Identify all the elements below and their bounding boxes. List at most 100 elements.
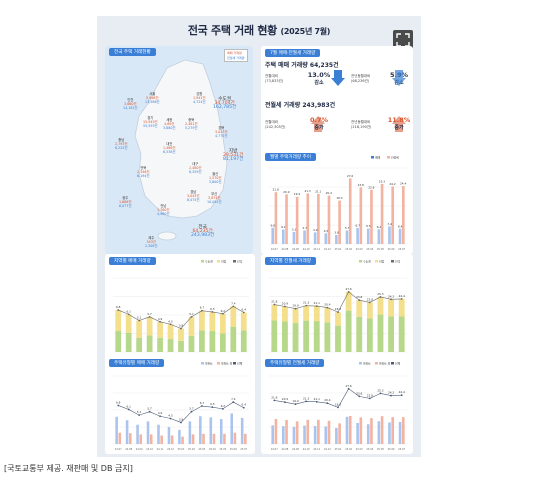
total-label: 3.8: [179, 417, 184, 421]
bar-segment: [199, 330, 205, 352]
total-point: [273, 399, 276, 402]
total-label: 5.7: [147, 312, 152, 316]
region-name: 충북: [188, 118, 195, 122]
region-sale: 1,686건: [119, 200, 132, 204]
tick-label: 25.05: [219, 448, 226, 451]
bar-apt: [230, 413, 234, 444]
region-rent: 243,983건: [191, 233, 215, 238]
region-rent: 3,600건: [209, 180, 222, 184]
bar-segment: [157, 321, 163, 338]
region-rent: 8,225건: [115, 146, 128, 150]
bar-segment: [146, 335, 153, 352]
total-label: 22.8: [367, 393, 373, 397]
chart-region-rent: 지역별 전월세 거래량 수도권지방전국24.0724.0824.0924.102…: [261, 254, 413, 362]
bar-segment: [366, 302, 373, 319]
bar-segment: [271, 320, 278, 352]
legend-label: 전월세: [391, 155, 399, 159]
map-region-13: 광주 1,686건 6,077건: [119, 196, 131, 208]
legend-swatch: [387, 156, 390, 159]
total-label: 21.8: [271, 395, 277, 399]
region-sale: 1,941건: [193, 96, 206, 100]
tick-label: 24.08: [281, 448, 288, 451]
legend-label: 지방: [221, 259, 227, 263]
bar-apt: [292, 426, 296, 444]
expand-button[interactable]: [393, 30, 413, 50]
bar-apt: [178, 429, 181, 444]
bar-nonapt: [160, 435, 163, 444]
tick-label: 25.02: [345, 248, 352, 251]
data-label: 27.6: [347, 174, 353, 178]
summary-panel: 7월 매매·전월세 거래량 주택 매매 거래량 64,235건 전월대비 (73…: [261, 46, 413, 156]
bar-segment: [115, 310, 122, 332]
tick-label: 25.04: [366, 448, 373, 451]
bar-rent: [295, 196, 299, 244]
bar-rent: [327, 195, 331, 244]
region-name: 전남: [160, 204, 167, 208]
summary-heading: 7월 매매·전월세 거래량: [265, 49, 321, 57]
rent-yoy-pct: 11.8%: [387, 116, 411, 124]
total-point: [358, 299, 361, 302]
tick-label: 25.04: [366, 248, 373, 251]
bar-nonapt: [338, 423, 341, 444]
data-label: 6.8: [271, 223, 276, 227]
legend-label: 아파트 외: [379, 361, 391, 365]
bar-nonapt: [348, 416, 352, 444]
total-label: 21.3: [303, 301, 309, 305]
legend-sale: 매매 거래량: [227, 51, 242, 55]
data-label: 6.2: [377, 225, 382, 229]
tick-label: 24.11: [313, 248, 320, 251]
bar-nonapt: [212, 433, 216, 444]
bar-sale: [271, 227, 275, 244]
total-label: 21.1: [314, 397, 320, 401]
total-label: 3.8: [179, 324, 184, 328]
map-region-4: 수도권 34,704건 162,785건: [213, 97, 236, 110]
tick-label: 25.06: [388, 448, 395, 451]
tick-label: 25.05: [377, 448, 384, 451]
region-rent: 10,091건: [207, 200, 222, 204]
bar-apt: [209, 417, 213, 444]
bar-sale: [388, 226, 391, 244]
sale-mom-arrow-icon: [331, 70, 345, 86]
total-point: [390, 298, 392, 301]
bar-apt: [366, 424, 370, 444]
chart-title: 월별 주택거래량 추이: [265, 153, 316, 161]
region-rent: 4,960건: [157, 212, 170, 216]
region-rent: 13,586건: [145, 100, 160, 104]
legend-swatch: [233, 362, 236, 365]
region-rent: 81,197건: [223, 157, 244, 162]
bar-sale: [303, 230, 306, 244]
total-label: 21.1: [314, 301, 320, 305]
title-sub: (2025년 7월): [280, 27, 331, 36]
bar-nonapt: [128, 433, 132, 444]
legend-swatch: [201, 362, 204, 365]
bar-segment: [313, 306, 320, 322]
legend-swatch: [359, 260, 362, 263]
bar-segment: [157, 337, 163, 352]
bar-rent: [359, 187, 363, 244]
region-sale: 2,480건: [189, 166, 202, 170]
legend-swatch: [217, 362, 220, 365]
bar-rent: [370, 189, 373, 244]
total-point: [211, 406, 214, 409]
bar-sale: [356, 228, 359, 244]
bar-sale: [292, 231, 296, 244]
total-point: [180, 421, 182, 424]
expand-icon: [396, 33, 410, 47]
region-rent: 8,359건: [189, 170, 202, 174]
total-label: 20.9: [282, 397, 288, 401]
bar-rent: [380, 183, 384, 244]
total-point: [232, 305, 235, 308]
region-sale: 5,946건: [146, 96, 159, 100]
bar-segment: [356, 316, 363, 352]
bar-segment: [345, 310, 352, 352]
region-name: 제주: [148, 236, 155, 240]
korea-map-shape: [134, 59, 228, 241]
bar-segment: [324, 322, 331, 352]
total-point: [180, 327, 182, 330]
bar-apt: [324, 426, 328, 444]
map-legend: 매매 거래량 전월세 거래량: [224, 49, 248, 62]
region-sale: 2,346건: [137, 170, 150, 174]
total-label: 7.4: [231, 301, 236, 305]
total-label: 6.7: [200, 306, 205, 310]
total-point: [315, 400, 318, 403]
